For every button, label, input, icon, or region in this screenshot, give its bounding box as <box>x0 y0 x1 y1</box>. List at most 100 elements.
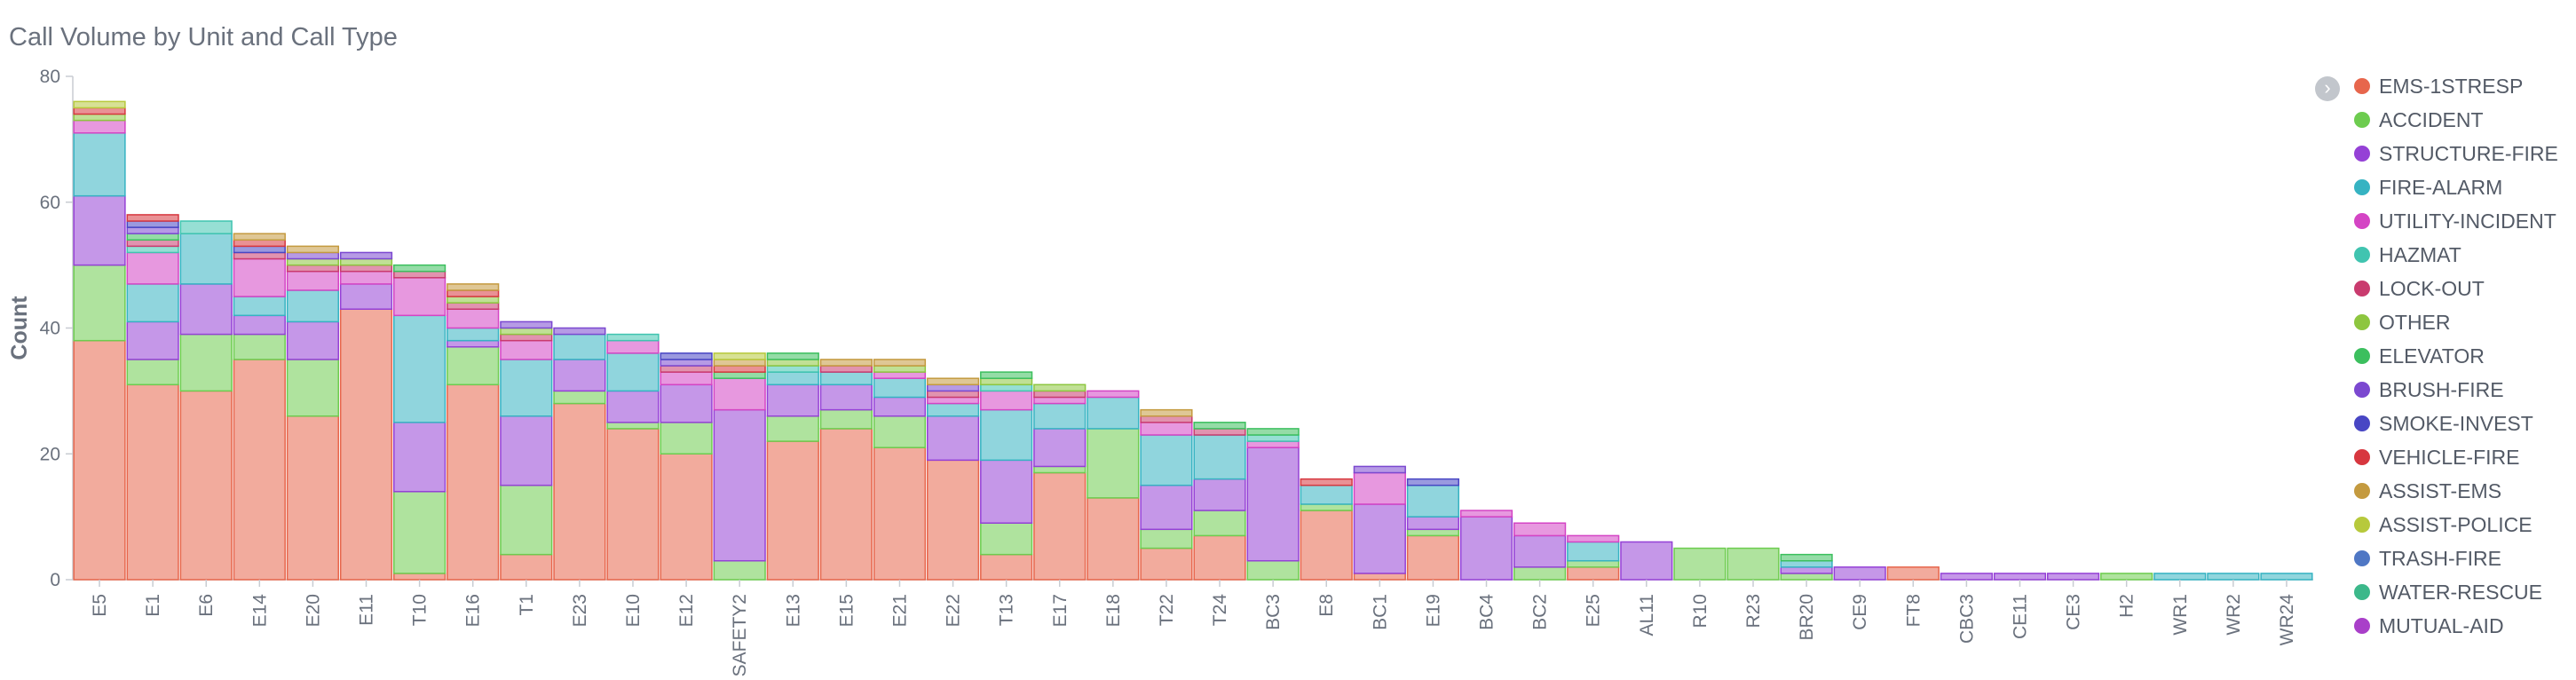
legend-label: HAZMAT <box>2379 242 2461 266</box>
bar-segment <box>1567 559 1620 568</box>
bar-segment <box>819 408 873 430</box>
bar-segment <box>873 415 927 448</box>
legend-item[interactable]: ASSIST-POLICE <box>2354 508 2558 542</box>
y-tick-label: 20 <box>40 444 60 464</box>
bar-segment <box>2260 573 2313 581</box>
bar-segment <box>1567 566 1620 581</box>
legend-item[interactable]: UTILITY-INCIDENT <box>2354 204 2558 238</box>
bar-segment <box>233 233 286 241</box>
bar-segment <box>1033 390 1087 399</box>
bar-segment <box>1513 522 1567 537</box>
bar-segment <box>393 314 446 423</box>
bar-segment <box>713 365 766 373</box>
bar-segment <box>2207 573 2260 581</box>
bar-segment <box>500 484 553 556</box>
bar-segment <box>1140 415 1193 423</box>
bar-segment <box>1193 478 1246 511</box>
bar-segment <box>606 390 660 423</box>
x-tick-label: E16 <box>463 594 484 627</box>
bar-segment <box>446 296 500 304</box>
bar-segment <box>553 359 606 392</box>
legend-item[interactable]: HAZMAT <box>2354 238 2558 272</box>
x-tick-label: WR24 <box>2277 594 2297 646</box>
chart-title: Call Volume by Unit and Call Type <box>9 23 398 51</box>
bar-segment <box>980 553 1033 581</box>
bar-segment <box>286 245 340 254</box>
legend-label: ASSIST-EMS <box>2379 478 2502 502</box>
x-tick-label: BC1 <box>1370 594 1390 630</box>
legend-item[interactable]: ASSIST-EMS <box>2354 474 2558 508</box>
legend-label: MUTUAL-AID <box>2379 613 2504 637</box>
bar-segment <box>1193 422 1246 430</box>
bar-segment <box>286 270 340 291</box>
bar-segment <box>286 289 340 323</box>
bar-segment <box>286 251 340 260</box>
bar-segment <box>73 339 126 581</box>
bar-segment <box>1513 534 1567 568</box>
bar-segment <box>766 371 819 386</box>
legend-item[interactable]: ELEVATOR <box>2354 339 2558 373</box>
legend-item[interactable]: STRUCTURE-FIRE <box>2354 137 2558 170</box>
legend-item[interactable]: BRUSH-FIRE <box>2354 373 2558 407</box>
legend-item[interactable]: VEHICLE-FIRE <box>2354 440 2558 474</box>
bar-segment <box>233 359 286 581</box>
x-tick-label: T10 <box>410 594 431 626</box>
legend-swatch-icon <box>2354 78 2370 94</box>
bar-segment <box>1886 566 1940 581</box>
bar-segment <box>606 339 660 354</box>
x-tick-label: WR2 <box>2224 594 2244 636</box>
x-tick-label: CE11 <box>2010 594 2030 639</box>
bar-segment <box>553 402 606 581</box>
bar-segment <box>500 320 553 329</box>
bar-segment <box>286 359 340 417</box>
bar-segment <box>1300 503 1353 511</box>
legend-item[interactable]: FIRE-ALARM <box>2354 170 2558 204</box>
bar-segment <box>1140 408 1193 417</box>
legend-item[interactable]: LOCK-OUT <box>2354 272 2558 305</box>
bar-segment <box>73 132 126 197</box>
legend-toggle-icon[interactable]: › <box>2315 76 2340 101</box>
bar-segment <box>446 383 500 581</box>
bar-segment <box>660 365 713 373</box>
x-tick-label: BC2 <box>1530 594 1551 630</box>
legend-item[interactable]: MUTUAL-AID <box>2354 609 2558 643</box>
bar-segment <box>713 377 766 411</box>
legend-item[interactable]: SMOKE-INVEST <box>2354 407 2558 440</box>
bar-segment <box>233 239 286 248</box>
legend-item[interactable]: ACCIDENT <box>2354 103 2558 137</box>
y-tick-label: 80 <box>40 67 60 87</box>
bar-segment <box>73 264 126 342</box>
bar-segment <box>660 371 713 386</box>
bar-segment <box>926 459 980 581</box>
bar-segment <box>446 346 500 386</box>
bar-segment <box>926 402 980 417</box>
bar-segment <box>873 377 927 399</box>
bar-segment <box>233 296 286 317</box>
x-tick-label: CBC3 <box>1956 594 1977 644</box>
legend-label: LOCK-OUT <box>2379 276 2485 300</box>
legend-item[interactable]: OTHER <box>2354 305 2558 339</box>
legend-item[interactable]: TRASH-FIRE <box>2354 542 2558 575</box>
x-tick-label: H2 <box>2117 594 2137 618</box>
legend-item[interactable]: WATER-RESCUE <box>2354 575 2558 609</box>
bar-segment <box>1246 428 1300 436</box>
bar-segment <box>179 333 233 392</box>
bar-segment <box>926 383 980 392</box>
x-tick-label: T22 <box>1157 594 1177 626</box>
bar-segment <box>1567 534 1620 543</box>
legend-item[interactable]: EMS-1STRESP <box>2354 69 2558 103</box>
bar-segment <box>393 422 446 493</box>
bar-segment <box>500 415 553 486</box>
bar-segment <box>286 264 340 273</box>
x-tick-label: R23 <box>1743 594 1764 629</box>
bar-segment <box>926 390 980 399</box>
legend-swatch-icon <box>2354 281 2370 297</box>
x-tick-label: SAFETY2 <box>730 594 750 676</box>
x-tick-label: E10 <box>623 594 644 627</box>
bar-segment <box>1780 573 1833 581</box>
bar-segment <box>126 220 179 228</box>
bar-segment <box>1353 465 1406 474</box>
bar-segment <box>233 245 286 254</box>
bar-segment <box>660 359 713 367</box>
bar-segment <box>1246 447 1300 562</box>
